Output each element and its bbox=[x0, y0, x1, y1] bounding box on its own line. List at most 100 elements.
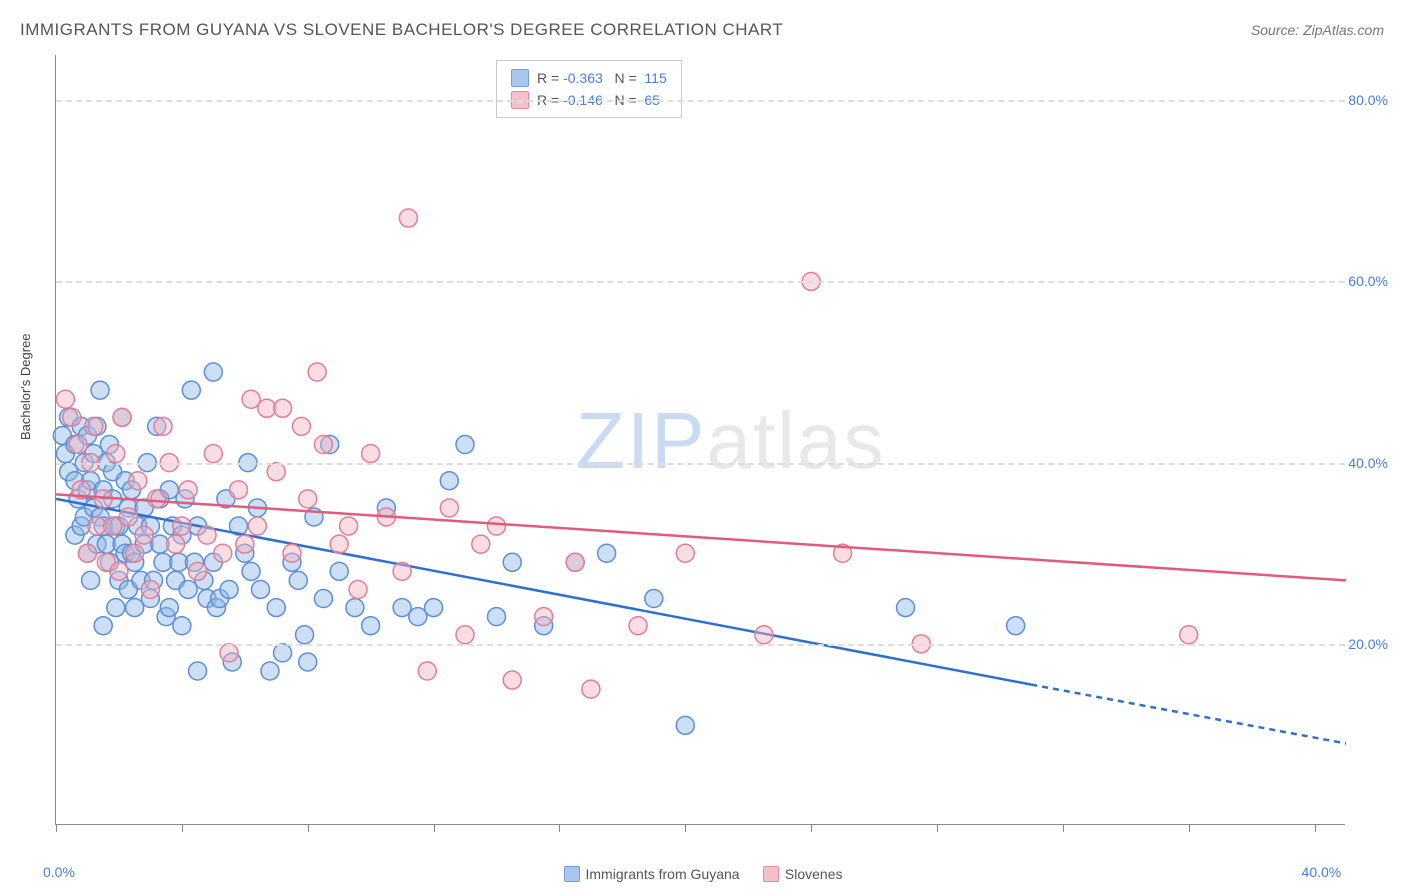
data-point bbox=[126, 544, 144, 562]
data-point bbox=[676, 716, 694, 734]
data-point bbox=[107, 599, 125, 617]
data-point bbox=[242, 390, 260, 408]
x-axis-legend: Immigrants from Guyana Slovenes bbox=[0, 866, 1406, 882]
data-point bbox=[897, 599, 915, 617]
data-point bbox=[85, 417, 103, 435]
data-point bbox=[119, 508, 137, 526]
data-point bbox=[292, 417, 310, 435]
data-point bbox=[204, 445, 222, 463]
data-point bbox=[267, 599, 285, 617]
data-point bbox=[409, 608, 427, 626]
data-point bbox=[362, 445, 380, 463]
data-point bbox=[242, 562, 260, 580]
gridline bbox=[56, 100, 1345, 102]
data-point bbox=[274, 399, 292, 417]
y-tick-label: 20.0% bbox=[1348, 636, 1388, 652]
data-point bbox=[220, 644, 238, 662]
data-point bbox=[126, 599, 144, 617]
data-point bbox=[283, 544, 301, 562]
data-point bbox=[308, 363, 326, 381]
x-tick bbox=[308, 824, 309, 832]
data-point bbox=[179, 481, 197, 499]
data-point bbox=[148, 490, 166, 508]
data-point bbox=[472, 535, 490, 553]
data-point bbox=[113, 408, 131, 426]
data-point bbox=[456, 626, 474, 644]
stat-n: 115 bbox=[641, 70, 667, 86]
data-point bbox=[487, 608, 505, 626]
data-point bbox=[418, 662, 436, 680]
data-point bbox=[503, 553, 521, 571]
x-tick-label: 0.0% bbox=[43, 864, 75, 880]
data-point bbox=[173, 617, 191, 635]
data-point bbox=[289, 571, 307, 589]
data-point bbox=[487, 517, 505, 535]
data-point bbox=[274, 644, 292, 662]
data-point bbox=[189, 562, 207, 580]
x-tick bbox=[685, 824, 686, 832]
data-point bbox=[167, 535, 185, 553]
data-point bbox=[110, 562, 128, 580]
data-point bbox=[179, 580, 197, 598]
data-point bbox=[330, 562, 348, 580]
x-tick bbox=[56, 824, 57, 832]
gridline bbox=[56, 281, 1345, 283]
data-point bbox=[582, 680, 600, 698]
data-point bbox=[1180, 626, 1198, 644]
stats-row: R = -0.363 N = 115 bbox=[511, 67, 667, 89]
source-attribution: Source: ZipAtlas.com bbox=[1251, 22, 1384, 38]
data-point bbox=[82, 571, 100, 589]
data-point bbox=[248, 517, 266, 535]
legend-swatch bbox=[564, 866, 580, 882]
data-point bbox=[63, 408, 81, 426]
data-point bbox=[229, 481, 247, 499]
data-point bbox=[393, 562, 411, 580]
legend-swatch bbox=[763, 866, 779, 882]
data-point bbox=[160, 599, 178, 617]
x-tick bbox=[559, 824, 560, 832]
data-point bbox=[236, 535, 254, 553]
data-point bbox=[393, 599, 411, 617]
data-point bbox=[399, 209, 417, 227]
data-point bbox=[94, 617, 112, 635]
y-axis-label: Bachelor's Degree bbox=[18, 333, 33, 440]
data-point bbox=[629, 617, 647, 635]
data-point bbox=[220, 580, 238, 598]
data-point bbox=[135, 526, 153, 544]
x-tick bbox=[1189, 824, 1190, 832]
data-point bbox=[440, 499, 458, 517]
y-tick-label: 40.0% bbox=[1348, 455, 1388, 471]
legend-label: Slovenes bbox=[785, 866, 843, 882]
gridline bbox=[56, 644, 1345, 646]
data-point bbox=[261, 662, 279, 680]
data-point bbox=[535, 608, 553, 626]
data-point bbox=[56, 390, 74, 408]
x-tick bbox=[937, 824, 938, 832]
data-point bbox=[503, 671, 521, 689]
data-point bbox=[299, 490, 317, 508]
data-point bbox=[346, 599, 364, 617]
data-point bbox=[1007, 617, 1025, 635]
y-tick-label: 60.0% bbox=[1348, 273, 1388, 289]
data-point bbox=[349, 580, 367, 598]
data-point bbox=[154, 417, 172, 435]
data-point bbox=[645, 590, 663, 608]
data-point bbox=[107, 445, 125, 463]
data-point bbox=[182, 381, 200, 399]
data-point bbox=[299, 653, 317, 671]
data-point bbox=[69, 436, 87, 454]
data-point bbox=[566, 553, 584, 571]
data-point bbox=[330, 535, 348, 553]
data-point bbox=[425, 599, 443, 617]
data-point bbox=[252, 580, 270, 598]
data-point bbox=[91, 381, 109, 399]
plot-area: ZIPatlas R = -0.363 N = 115R = -0.146 N … bbox=[55, 55, 1345, 825]
data-point bbox=[104, 517, 122, 535]
x-tick bbox=[1063, 824, 1064, 832]
data-point bbox=[198, 526, 216, 544]
x-tick bbox=[1315, 824, 1316, 832]
x-tick bbox=[434, 824, 435, 832]
legend-label: Immigrants from Guyana bbox=[586, 866, 740, 882]
data-point bbox=[189, 662, 207, 680]
data-point bbox=[314, 590, 332, 608]
